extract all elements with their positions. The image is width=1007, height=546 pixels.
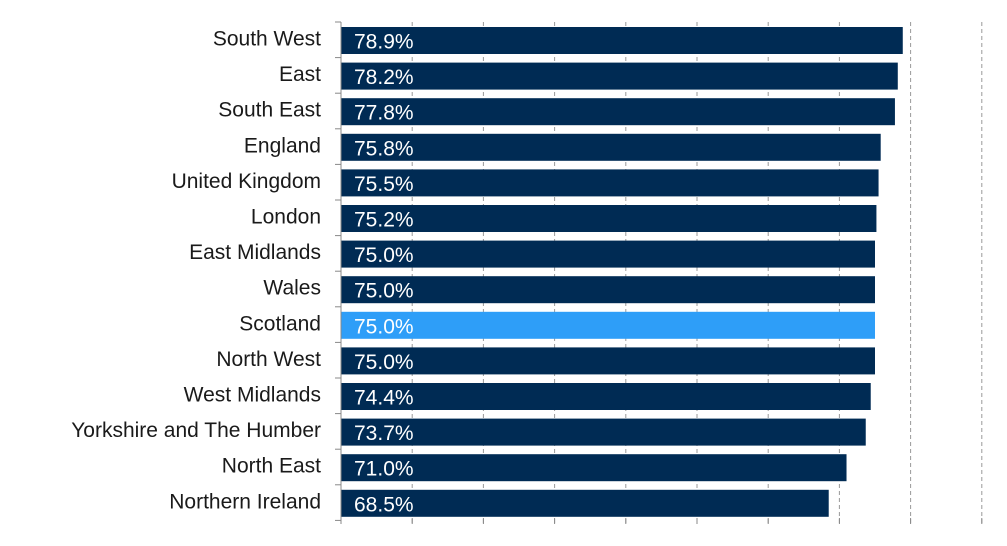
category-label: East Midlands: [189, 241, 321, 264]
category-label: Scotland: [239, 312, 321, 335]
value-label: 75.5%: [354, 173, 414, 196]
bar: [341, 347, 875, 375]
bar: [341, 454, 847, 482]
bar: [341, 418, 866, 446]
category-label: North East: [222, 455, 321, 478]
category-label: Wales: [263, 277, 321, 300]
value-labels: 78.9% 78.2% 77.8% 75.8% 75.5% 75.2% 75.0% 75.0%…: [354, 31, 414, 517]
category-label: West Midlands: [184, 384, 321, 407]
value-label: 77.8%: [354, 102, 414, 125]
bar: [341, 169, 879, 197]
category-label: Northern Ireland: [169, 490, 321, 513]
value-label: 78.9%: [354, 31, 414, 54]
category-label: United Kingdom: [172, 170, 321, 193]
value-label: 71.0%: [354, 458, 414, 481]
value-label: 75.0%: [354, 351, 414, 374]
bar: [341, 383, 871, 410]
category-label: South West: [213, 28, 321, 51]
axis-ticks: [335, 21, 983, 524]
value-label: 75.2%: [354, 209, 414, 232]
bar: [341, 489, 829, 517]
bars: [341, 27, 903, 517]
bar: [341, 62, 898, 90]
value-label: 75.0%: [354, 280, 414, 303]
value-label: 74.4%: [354, 387, 414, 410]
gridlines: [411, 22, 983, 524]
category-label: England: [244, 134, 321, 157]
category-label: North West: [216, 348, 321, 371]
category-label: South East: [218, 99, 321, 122]
value-label: 75.0%: [354, 315, 414, 338]
bar: [341, 133, 881, 161]
bar: [341, 240, 875, 268]
value-label: 75.8%: [354, 137, 414, 160]
value-label: 73.7%: [354, 422, 414, 445]
bar: [341, 276, 875, 304]
value-label: 75.0%: [354, 244, 414, 267]
category-label: East: [279, 63, 321, 86]
bar: [341, 205, 877, 232]
category-label: Yorkshire and The Humber: [71, 419, 321, 442]
value-label: 78.2%: [354, 66, 414, 89]
bar: [341, 27, 903, 54]
category-labels: South West East South East England United Ki…: [71, 28, 321, 514]
bar: [341, 98, 895, 126]
bar: [341, 311, 875, 339]
value-label: 68.5%: [354, 493, 414, 516]
category-label: London: [251, 206, 321, 229]
